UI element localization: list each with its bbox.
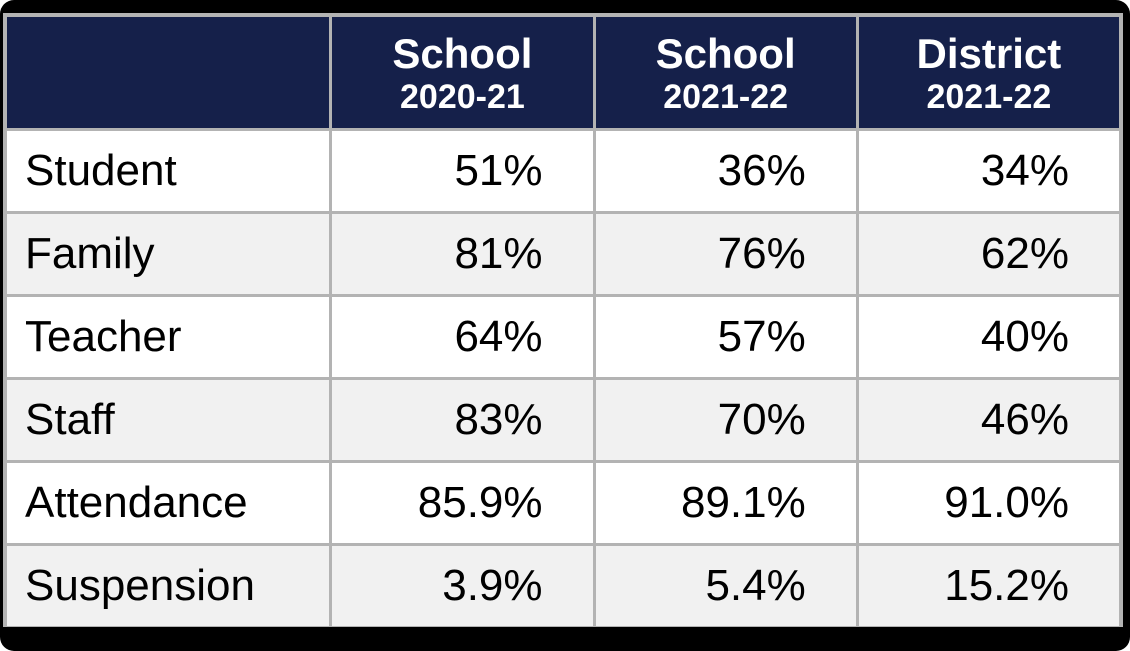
cell-value: 85.9% [332,463,593,543]
cell-value: 76% [595,214,856,294]
row-label: Teacher [7,297,330,377]
cell-value: 46% [858,380,1119,460]
cell-value: 34% [858,131,1119,211]
cell-value: 81% [332,214,593,294]
row-label: Staff [7,380,330,460]
table-row-attendance: Attendance 85.9% 89.1% 91.0% [7,463,1119,543]
table-row-student: Student 51% 36% 34% [7,131,1119,211]
corner-cell [7,17,330,128]
column-header-school-2020-21: School 2020-21 [332,17,593,128]
row-label: Suspension [7,546,330,626]
cell-value: 51% [332,131,593,211]
column-header-label: School [392,29,533,77]
cell-value: 89.1% [595,463,856,543]
cell-value: 15.2% [858,546,1119,626]
column-header-label: District [916,29,1062,77]
cell-value: 64% [332,297,593,377]
column-header-school-2021-22: School 2021-22 [595,17,856,128]
metrics-table: School 2020-21 School 2021-22 District 2… [4,14,1122,629]
cell-value: 3.9% [332,546,593,626]
table-row-teacher: Teacher 64% 57% 40% [7,297,1119,377]
row-label: Student [7,131,330,211]
header-row: School 2020-21 School 2021-22 District 2… [7,17,1119,128]
column-header-label: School [655,29,796,77]
table-border: School 2020-21 School 2021-22 District 2… [3,13,1123,627]
table-row-family: Family 81% 76% 62% [7,214,1119,294]
cell-value: 40% [858,297,1119,377]
cell-value: 57% [595,297,856,377]
cell-value: 36% [595,131,856,211]
cell-value: 70% [595,380,856,460]
column-header-district-2021-22: District 2021-22 [858,17,1119,128]
column-header-sublabel: 2021-22 [926,78,1052,116]
table-row-staff: Staff 83% 70% 46% [7,380,1119,460]
row-label: Family [7,214,330,294]
table-row-suspension: Suspension 3.9% 5.4% 15.2% [7,546,1119,626]
cell-value: 91.0% [858,463,1119,543]
cell-value: 83% [332,380,593,460]
column-header-sublabel: 2020-21 [400,78,525,116]
row-label: Attendance [7,463,330,543]
column-header-sublabel: 2021-22 [663,78,789,116]
cell-value: 62% [858,214,1119,294]
cell-value: 5.4% [595,546,856,626]
